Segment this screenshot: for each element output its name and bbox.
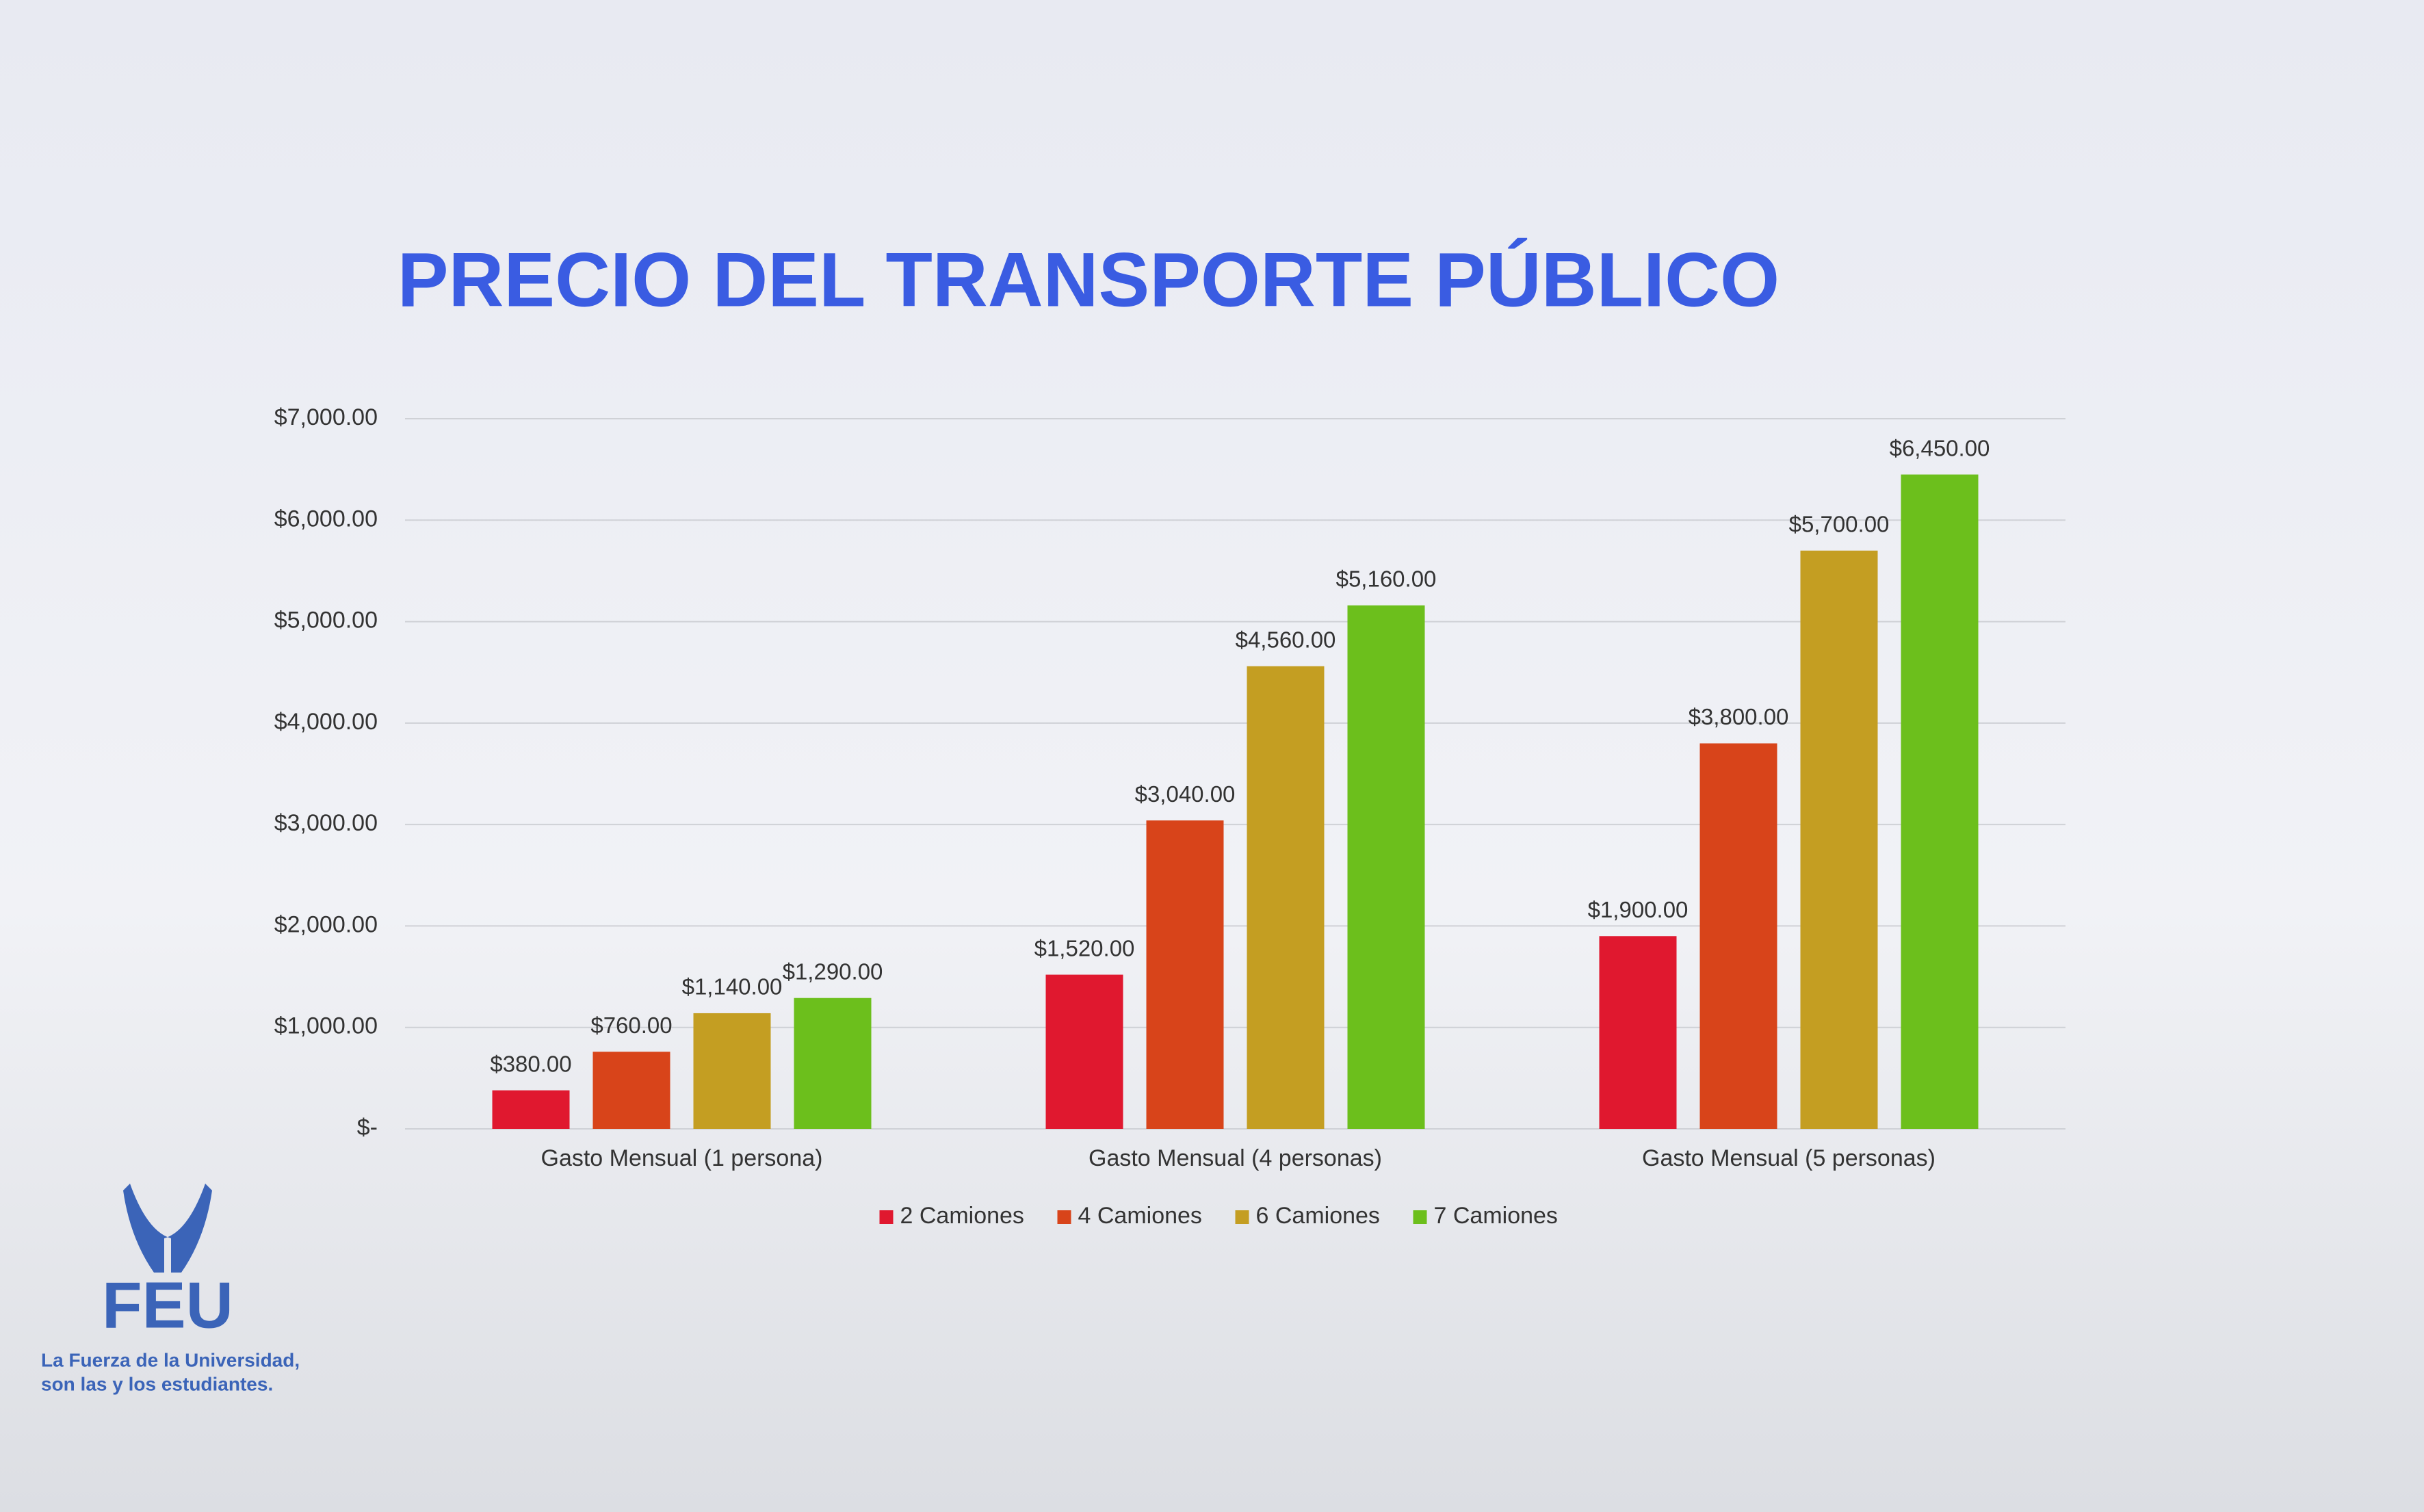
value-label: $1,140.00 (682, 974, 783, 1000)
bar (1800, 550, 1878, 1129)
y-tick-label: $6,000.00 (274, 506, 378, 532)
value-label: $380.00 (490, 1051, 571, 1076)
value-label: $3,800.00 (1689, 704, 1789, 729)
bar (1247, 666, 1325, 1129)
bar (794, 998, 872, 1129)
chart-title: PRECIO DEL TRANSPORTE PÚBLICO (398, 237, 1780, 323)
bar (1901, 474, 1979, 1129)
logo-tagline: La Fuerza de la Universidad, (41, 1349, 300, 1370)
legend-swatch (1235, 1210, 1249, 1224)
legend-label: 7 Camiones (1434, 1203, 1558, 1229)
logo-tagline: son las y los estudiantes. (41, 1373, 273, 1394)
legend-label: 4 Camiones (1078, 1203, 1202, 1229)
y-tick-label: $5,000.00 (274, 608, 378, 634)
logo: FEU La Fuerza de la Universidad, son las… (41, 1184, 300, 1394)
x-tick-label: Gasto Mensual (4 personas) (1089, 1145, 1382, 1171)
y-tick-label: $2,000.00 (274, 911, 378, 937)
legend-swatch (1413, 1210, 1427, 1224)
bar (592, 1052, 670, 1129)
x-tick-label: Gasto Mensual (5 personas) (1642, 1145, 1936, 1171)
bar (1045, 974, 1123, 1129)
legend-label: 6 Camiones (1256, 1203, 1380, 1229)
value-label: $760.00 (590, 1013, 672, 1038)
y-tick-label: $- (357, 1115, 378, 1140)
bar (1699, 743, 1777, 1129)
bar (1146, 820, 1224, 1129)
logo-hands (123, 1184, 212, 1273)
legend-label: 2 Camiones (900, 1203, 1024, 1229)
bar (1347, 605, 1425, 1129)
bar (1599, 936, 1677, 1129)
value-label: $6,450.00 (1890, 435, 1990, 460)
bar (492, 1090, 570, 1129)
value-label: $3,040.00 (1135, 781, 1236, 807)
y-tick-label: $3,000.00 (274, 810, 378, 836)
value-label: $1,520.00 (1034, 935, 1135, 961)
legend-swatch (1057, 1210, 1071, 1224)
y-tick-label: $1,000.00 (274, 1013, 378, 1039)
bar (693, 1013, 771, 1129)
legend-swatch (879, 1210, 894, 1224)
logo-acronym: FEU (102, 1268, 233, 1342)
value-label: $5,160.00 (1336, 566, 1437, 592)
value-label: $1,290.00 (783, 959, 883, 984)
value-label: $4,560.00 (1236, 627, 1336, 653)
y-tick-label: $4,000.00 (274, 709, 378, 735)
y-tick-label: $7,000.00 (274, 404, 378, 430)
value-label: $5,700.00 (1789, 511, 1890, 536)
value-label: $1,900.00 (1588, 897, 1689, 922)
x-tick-label: Gasto Mensual (1 persona) (541, 1145, 823, 1171)
